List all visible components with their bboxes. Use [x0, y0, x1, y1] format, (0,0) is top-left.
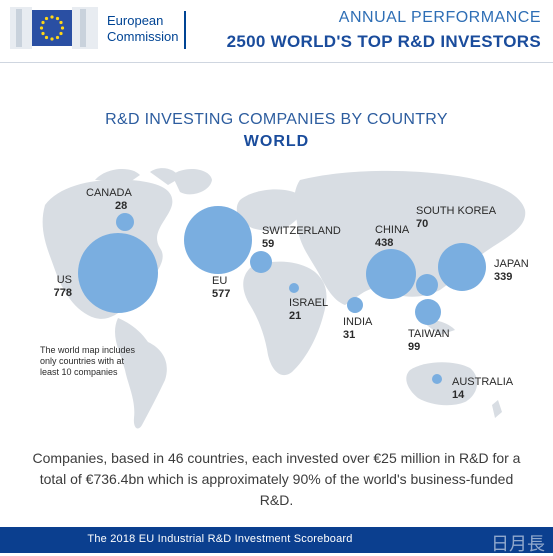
bubble-us — [78, 233, 158, 313]
label-switzerland-name: SWITZERLAND — [262, 225, 341, 237]
footer-text: The 2018 EU Industrial R&D Investment Sc… — [87, 533, 353, 545]
bubble-israel — [289, 283, 299, 293]
organization-name-line1: European — [107, 13, 164, 28]
label-us-value: 778 — [53, 287, 72, 299]
label-china: CHINA 438 — [375, 224, 409, 250]
label-switzerland: SWITZERLAND 59 — [262, 225, 341, 251]
bubble-china — [366, 249, 416, 299]
label-japan-name: JAPAN — [494, 258, 529, 270]
label-canada: CANADA 28 — [86, 187, 132, 213]
label-japan: JAPAN 339 — [494, 258, 529, 284]
label-eu-name: EU — [212, 275, 228, 287]
label-canada-value: 28 — [115, 200, 128, 212]
label-us: US 778 — [40, 274, 72, 300]
label-china-value: 438 — [375, 237, 394, 249]
map-title: R&D INVESTING COMPANIES BY COUNTRY — [105, 111, 448, 128]
label-israel-name: ISRAEL — [289, 297, 329, 309]
header-title-line1: ANNUAL PERFORMANCE — [338, 9, 541, 26]
bubble-japan — [438, 243, 486, 291]
label-south-korea: SOUTH KOREA 70 — [416, 205, 496, 231]
label-india: INDIA 31 — [343, 316, 372, 342]
label-canada-name: CANADA — [86, 187, 132, 199]
label-taiwan: TAIWAN 99 — [408, 328, 450, 354]
summary-text: Companies, based in 46 countries, each i… — [32, 450, 521, 508]
organization-name-line2: Commission — [107, 29, 179, 44]
bubble-australia — [432, 374, 442, 384]
european-commission-logo — [10, 7, 98, 49]
bubble-india — [347, 297, 363, 313]
label-israel: ISRAEL 21 — [289, 297, 328, 323]
page-header: European Commission ANNUAL PERFORMANCE 2… — [0, 0, 553, 63]
label-south-korea-value: 70 — [416, 218, 429, 230]
label-us-name: US — [56, 274, 72, 286]
bubble-switzerland — [250, 251, 272, 273]
label-australia-value: 14 — [452, 389, 465, 401]
map-note: The world map includes only countries wi… — [40, 345, 136, 377]
label-israel-value: 21 — [289, 310, 302, 322]
country-bubbles — [78, 206, 486, 384]
bubble-south-korea — [416, 274, 438, 296]
watermark-logo: 日月長 — [491, 534, 545, 555]
header-divider — [184, 11, 186, 49]
map-subtitle: WORLD — [243, 133, 310, 150]
label-eu-value: 577 — [212, 288, 231, 300]
page-footer: The 2018 EU Industrial R&D Investment Sc… — [0, 527, 553, 555]
label-india-value: 31 — [343, 329, 356, 341]
label-taiwan-name: TAIWAN — [408, 328, 450, 340]
world-map — [42, 168, 526, 429]
header-title-line2: 2500 WORLD'S TOP R&D INVESTORS — [226, 32, 541, 51]
bubble-eu — [184, 206, 252, 274]
label-china-name: CHINA — [375, 224, 410, 236]
label-japan-value: 339 — [494, 271, 513, 283]
label-eu: EU 577 — [212, 275, 230, 301]
label-australia-name: AUSTRALIA — [452, 376, 514, 388]
bubble-canada — [116, 213, 134, 231]
label-taiwan-value: 99 — [408, 341, 421, 353]
label-india-name: INDIA — [343, 316, 373, 328]
organization-name: European Commission — [107, 13, 179, 45]
label-switzerland-value: 59 — [262, 238, 275, 250]
bubble-taiwan — [415, 299, 441, 325]
world-map-land — [42, 168, 526, 429]
label-australia: AUSTRALIA 14 — [452, 376, 513, 402]
label-south-korea-name: SOUTH KOREA — [416, 205, 497, 217]
